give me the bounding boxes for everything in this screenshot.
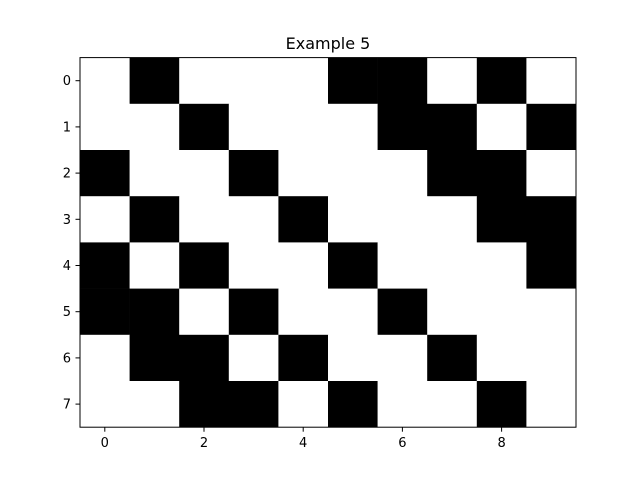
heatmap-cell-r6-c1 [129, 334, 180, 382]
chart-title: Example 5 [286, 34, 371, 53]
heatmap-cell-r0-c0 [80, 57, 130, 105]
heatmap-cell-r7-c1 [129, 381, 180, 428]
heatmap-cell-r4-c7 [427, 242, 478, 289]
heatmap-cell-r3-c8 [476, 196, 527, 243]
heatmap-cell-r7-c5 [328, 381, 378, 428]
heatmap-cell-r7-c7 [427, 381, 478, 428]
heatmap-cell-r6-c0 [80, 334, 130, 382]
heatmap-cell-r5-c8 [476, 288, 527, 336]
heatmap-cell-r6-c3 [228, 334, 279, 382]
heatmap-cell-r0-c9 [526, 57, 577, 105]
heatmap-cell-r2-c5 [328, 150, 378, 197]
heatmap-cell-r0-c6 [377, 57, 428, 105]
heatmap-cell-r4-c1 [129, 242, 180, 289]
heatmap-cell-r6-c6 [377, 334, 428, 382]
heatmap-cell-r4-c2 [179, 242, 230, 289]
heatmap-cell-r3-c3 [228, 196, 279, 243]
x-tick-label: 6 [398, 436, 406, 451]
heatmap-cell-r7-c3 [228, 381, 279, 428]
y-tick-label: 7 [63, 398, 71, 413]
heatmap-cell-r5-c6 [377, 288, 428, 336]
heatmap-cell-r0-c3 [228, 57, 279, 105]
heatmap-cell-r5-c2 [179, 288, 230, 336]
y-tick-label: 4 [63, 259, 71, 274]
heatmap-cell-r5-c9 [526, 288, 577, 336]
heatmap-cell-r6-c9 [526, 334, 577, 382]
heatmap-cell-r4-c5 [328, 242, 378, 289]
heatmap-cell-r3-c1 [129, 196, 180, 243]
heatmap-cell-r1-c1 [129, 103, 180, 151]
heatmap-cell-r4-c3 [228, 242, 279, 289]
heatmap-cell-r2-c1 [129, 150, 180, 197]
heatmap-cell-r7-c0 [80, 381, 130, 428]
heatmap-cell-r5-c1 [129, 288, 180, 336]
heatmap-cell-r6-c7 [427, 334, 478, 382]
heatmap-cell-r3-c6 [377, 196, 428, 243]
heatmap-cell-r1-c6 [377, 103, 428, 151]
heatmap-cell-r2-c4 [278, 150, 329, 197]
x-tick-label: 8 [497, 436, 505, 451]
x-tick-label: 0 [101, 436, 109, 451]
heatmap-cell-r7-c6 [377, 381, 428, 428]
heatmap-cell-r6-c4 [278, 334, 329, 382]
heatmap-cell-r2-c3 [228, 150, 279, 197]
heatmap-cell-r5-c4 [278, 288, 329, 336]
heatmap-cell-r1-c8 [476, 103, 527, 151]
heatmap-cell-r5-c5 [328, 288, 378, 336]
heatmap-cell-r7-c8 [476, 381, 527, 428]
heatmap-cell-r4-c6 [377, 242, 428, 289]
heatmap-cell-r1-c9 [526, 103, 577, 151]
heatmap-cell-r2-c6 [377, 150, 428, 197]
heatmap-cell-r6-c5 [328, 334, 378, 382]
heatmap-cell-r3-c4 [278, 196, 329, 243]
heatmap-cell-r2-c0 [80, 150, 130, 197]
y-tick-label: 0 [63, 74, 71, 89]
heatmap-cell-r3-c2 [179, 196, 230, 243]
heatmap-cell-r3-c5 [328, 196, 378, 243]
heatmap-cell-r5-c3 [228, 288, 279, 336]
axis-ticks: 0 2 4 6 8 0 1 2 3 4 5 6 7 [63, 74, 506, 451]
heatmap-cells [80, 57, 577, 428]
heatmap-cell-r1-c0 [80, 103, 130, 151]
heatmap-cell-r0-c2 [179, 57, 230, 105]
heatmap-cell-r2-c9 [526, 150, 577, 197]
heatmap-cell-r0-c5 [328, 57, 378, 105]
heatmap-cell-r3-c7 [427, 196, 478, 243]
heatmap-cell-r1-c2 [179, 103, 230, 151]
heatmap-cell-r6-c8 [476, 334, 527, 382]
heatmap-cell-r5-c7 [427, 288, 478, 336]
heatmap-cell-r4-c9 [526, 242, 577, 289]
heatmap-cell-r1-c5 [328, 103, 378, 151]
heatmap-cell-r7-c4 [278, 381, 329, 428]
heatmap-cell-r3-c9 [526, 196, 577, 243]
heatmap-cell-r0-c8 [476, 57, 527, 105]
heatmap-cell-r0-c7 [427, 57, 478, 105]
y-tick-label: 1 [63, 120, 71, 135]
heatmap-cell-r4-c0 [80, 242, 130, 289]
x-tick-label: 2 [200, 436, 208, 451]
heatmap-cell-r2-c2 [179, 150, 230, 197]
heatmap-cell-r1-c4 [278, 103, 329, 151]
heatmap-cell-r0-c4 [278, 57, 329, 105]
heatmap-cell-r1-c7 [427, 103, 478, 151]
y-tick-label: 6 [63, 351, 71, 366]
heatmap-cell-r6-c2 [179, 334, 230, 382]
heatmap-cell-r1-c3 [228, 103, 279, 151]
x-tick-label: 4 [299, 436, 307, 451]
heatmap-cell-r7-c9 [526, 381, 577, 428]
heatmap-cell-r7-c2 [179, 381, 230, 428]
heatmap-cell-r4-c4 [278, 242, 329, 289]
y-tick-label: 5 [63, 305, 71, 320]
heatmap-cell-r2-c8 [476, 150, 527, 197]
heatmap-cell-r0-c1 [129, 57, 180, 105]
heatmap-cell-r4-c8 [476, 242, 527, 289]
heatmap-cell-r5-c0 [80, 288, 130, 336]
y-tick-label: 3 [63, 213, 71, 228]
y-tick-label: 2 [63, 167, 71, 182]
plot-frame [79, 57, 577, 428]
heatmap-cell-r2-c7 [427, 150, 478, 197]
heatmap-cell-r3-c0 [80, 196, 130, 243]
